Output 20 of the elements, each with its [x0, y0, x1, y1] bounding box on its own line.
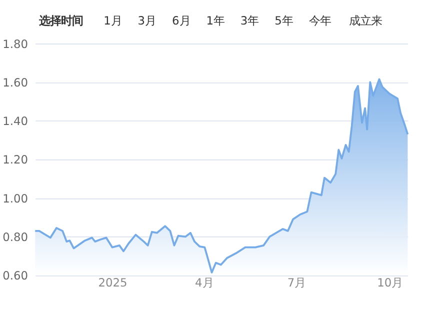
- text: 3月: [138, 13, 156, 28]
- text: 1月: [104, 13, 122, 28]
- y-tick-label: 1.00: [2, 191, 28, 206]
- y-tick-label: 1.40: [2, 114, 28, 128]
- text: 1年: [206, 13, 224, 28]
- y-tick-label: 0.80: [2, 230, 28, 244]
- text: 6月: [172, 13, 190, 28]
- text: 今年: [308, 13, 331, 28]
- text: 3年: [240, 13, 259, 28]
- text: 5年: [274, 13, 293, 28]
- y-tick-label: 1.20: [2, 152, 28, 167]
- x-tick-label: 10月: [377, 275, 403, 290]
- y-tick-label: 1.80: [2, 36, 28, 51]
- text: 成立来: [348, 13, 382, 28]
- x-tick-label: 7月: [287, 275, 306, 290]
- x-tick-label: 2025: [98, 275, 128, 290]
- text: 选择时间: [38, 13, 83, 28]
- y-tick-label: 1.60: [2, 75, 28, 90]
- x-tick-label: 4月: [195, 275, 214, 290]
- y-tick-label: 0.60: [2, 268, 28, 283]
